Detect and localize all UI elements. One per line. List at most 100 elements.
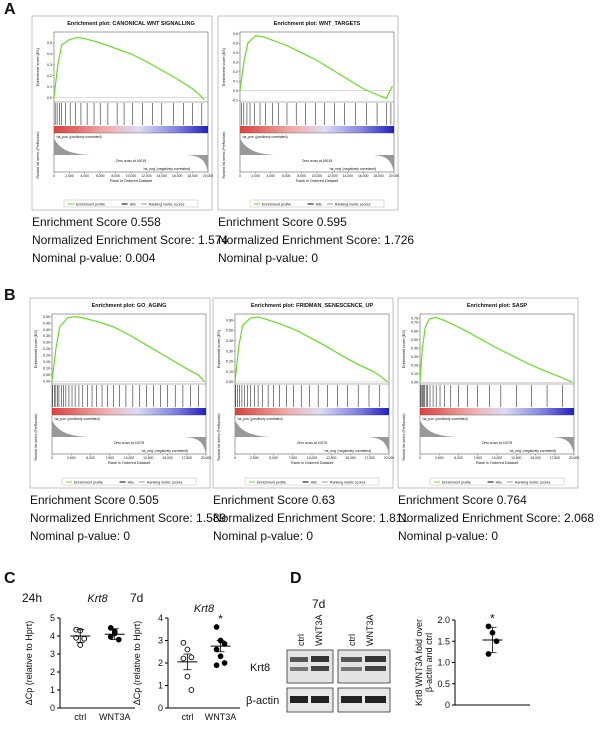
y-tick-label: 4 xyxy=(158,613,163,623)
significance: * xyxy=(490,611,495,625)
zero-cross: Zero cross at 10078 xyxy=(297,441,327,445)
x-tick-label: 18,000 xyxy=(187,174,197,178)
rank-metric xyxy=(235,420,389,454)
plot-title: Enrichment plot: GO_AGING xyxy=(92,303,167,309)
y-tick-label: 0.45 xyxy=(43,321,50,325)
chart-title: 7d xyxy=(130,591,143,605)
x-tick-label: 5,000 xyxy=(454,456,463,460)
zero-cross: Zero cross at 16015 xyxy=(302,159,332,163)
plot-title: Enrichment plot: FRIDMAN_SENESCENCE_UP xyxy=(251,303,374,309)
rank-axis-label: Ranked list metric (PreRanked) xyxy=(222,131,226,178)
y-tick-label: 2.0 xyxy=(437,615,450,625)
y-tick-label: 0 xyxy=(158,703,163,713)
x-tick-label: 7,500 xyxy=(289,456,298,460)
neg-label: 'na_neg' (negatively correlated) xyxy=(143,167,190,171)
rank-metric xyxy=(52,420,206,454)
legend-box xyxy=(429,477,565,486)
y-tick-label: 0.35 xyxy=(43,334,50,338)
error-bar xyxy=(76,629,85,643)
x-tick-label: ctrl xyxy=(74,712,86,722)
x-tick-label: 2,500 xyxy=(67,456,76,460)
significance: * xyxy=(218,612,223,626)
legend-label: Enrichment profile xyxy=(442,480,471,484)
x-tick-label: 0 xyxy=(234,456,236,460)
x-axis-label: Rank in Ordered Dataset xyxy=(291,461,334,465)
rank-gradient xyxy=(240,126,394,133)
neg-label: 'na_neg' (negatively correlated) xyxy=(329,167,376,171)
x-tick-label: 6,000 xyxy=(282,174,291,178)
x-tick-label: 16,000 xyxy=(358,174,368,178)
x-tick-label: 2,000 xyxy=(251,174,260,178)
x-tick-label: 12,000 xyxy=(327,174,337,178)
error-bar xyxy=(110,628,119,640)
y-tick-label: 0.5 xyxy=(233,42,238,46)
legend-box xyxy=(61,477,197,486)
y-tick-label: 0.20 xyxy=(226,360,233,364)
y-tick-label: 0.40 xyxy=(411,346,418,350)
data-point xyxy=(485,651,492,657)
stat-line: Nominal p-value: 0 xyxy=(30,529,130,543)
x-tick-label: 15,000 xyxy=(530,456,540,460)
y-tick-label: 2 xyxy=(50,667,55,677)
x-tick-label: 12,500 xyxy=(143,456,153,460)
rank-metric xyxy=(420,420,574,454)
blot-time: 7d xyxy=(312,597,325,611)
x-tick-label: 14,000 xyxy=(343,174,353,178)
panel-label: B xyxy=(4,287,16,304)
x-tick-label: 15,000 xyxy=(345,456,355,460)
x-tick-label: 20,000 xyxy=(389,174,399,178)
blot-row-label: β-actin xyxy=(246,695,279,707)
y-tick-label: 0.0 xyxy=(233,89,238,93)
stat-line: Normalized Enrichment Score: 2.068 xyxy=(398,511,594,525)
y-tick-label: 0.20 xyxy=(43,354,50,358)
x-tick-label: 5,000 xyxy=(269,456,278,460)
stat-line: Enrichment Score 0.505 xyxy=(30,493,159,507)
x-tick-label: 10,000 xyxy=(492,456,502,460)
x-axis-label: Rank in Ordered Dataset xyxy=(110,179,153,183)
plot-frame xyxy=(217,15,399,211)
x-tick-label: 20,000 xyxy=(201,456,211,460)
stat-line: Nominal p-value: 0.004 xyxy=(32,251,156,265)
error-bar xyxy=(216,640,225,653)
legend-label: Ranking metric scores xyxy=(149,202,185,206)
data-point xyxy=(107,634,114,640)
legend-label: Enrichment profile xyxy=(262,202,291,206)
y-tick-label: 0.15 xyxy=(43,360,50,364)
x-tick-label: 17,500 xyxy=(365,456,375,460)
pos-label: 'na_pos' (positively correlated) xyxy=(422,417,468,421)
stat-line: Normalized Enrichment Score: 1.811 xyxy=(213,511,409,525)
y-tick-label: 0.6 xyxy=(233,32,238,36)
pos-label: 'na_pos' (positively correlated) xyxy=(242,135,288,139)
x-tick-label: 18,000 xyxy=(373,174,383,178)
lane-label: WNT3A xyxy=(365,615,375,647)
legend-label: Enrichment profile xyxy=(74,480,103,484)
x-tick-label: 7,500 xyxy=(106,456,115,460)
y-tick-label: 0.2 xyxy=(47,74,52,78)
x-tick-label: 8,000 xyxy=(111,174,120,178)
y-tick-label: -0.1 xyxy=(232,98,238,102)
x-tick-label: 2,500 xyxy=(435,456,444,460)
y-tick-label: 0.20 xyxy=(411,363,418,367)
enrichment-curve xyxy=(419,316,573,383)
stat-line: Normalized Enrichment Score: 1.574 xyxy=(32,233,228,247)
rank-gradient xyxy=(235,408,389,415)
zero-cross: Zero cross at 16015 xyxy=(116,159,146,163)
chart-subtitle: Krt8 xyxy=(87,593,108,605)
y-tick-label: 5 xyxy=(50,613,55,623)
y-tick-label: 3 xyxy=(158,636,163,646)
y-axis-label: Enrichment score (ES) xyxy=(34,329,38,368)
y-axis-label: ΔCp (relative to Hprt) xyxy=(24,621,34,706)
y-tick-label: 1.5 xyxy=(437,636,450,646)
lane-label: ctrl xyxy=(347,634,357,646)
y-tick-label: 0 xyxy=(445,700,450,710)
rank-axis-label: Ranked list metric (PreRanked) xyxy=(217,413,221,460)
legend-label: Hits xyxy=(311,480,317,484)
enrichment-curve xyxy=(53,36,205,101)
pos-label: 'na_pos' (positively correlated) xyxy=(54,417,100,421)
y-axis-label: Krt8 WNT3A fold over xyxy=(414,619,424,706)
x-axis-label: Rank in Ordered Dataset xyxy=(108,461,151,465)
plot-frame xyxy=(397,297,579,489)
y-tick-label: 0.00 xyxy=(411,380,418,384)
neg-label: 'na_neg' (negatively correlated) xyxy=(509,449,556,453)
legend-label: Hits xyxy=(128,480,134,484)
